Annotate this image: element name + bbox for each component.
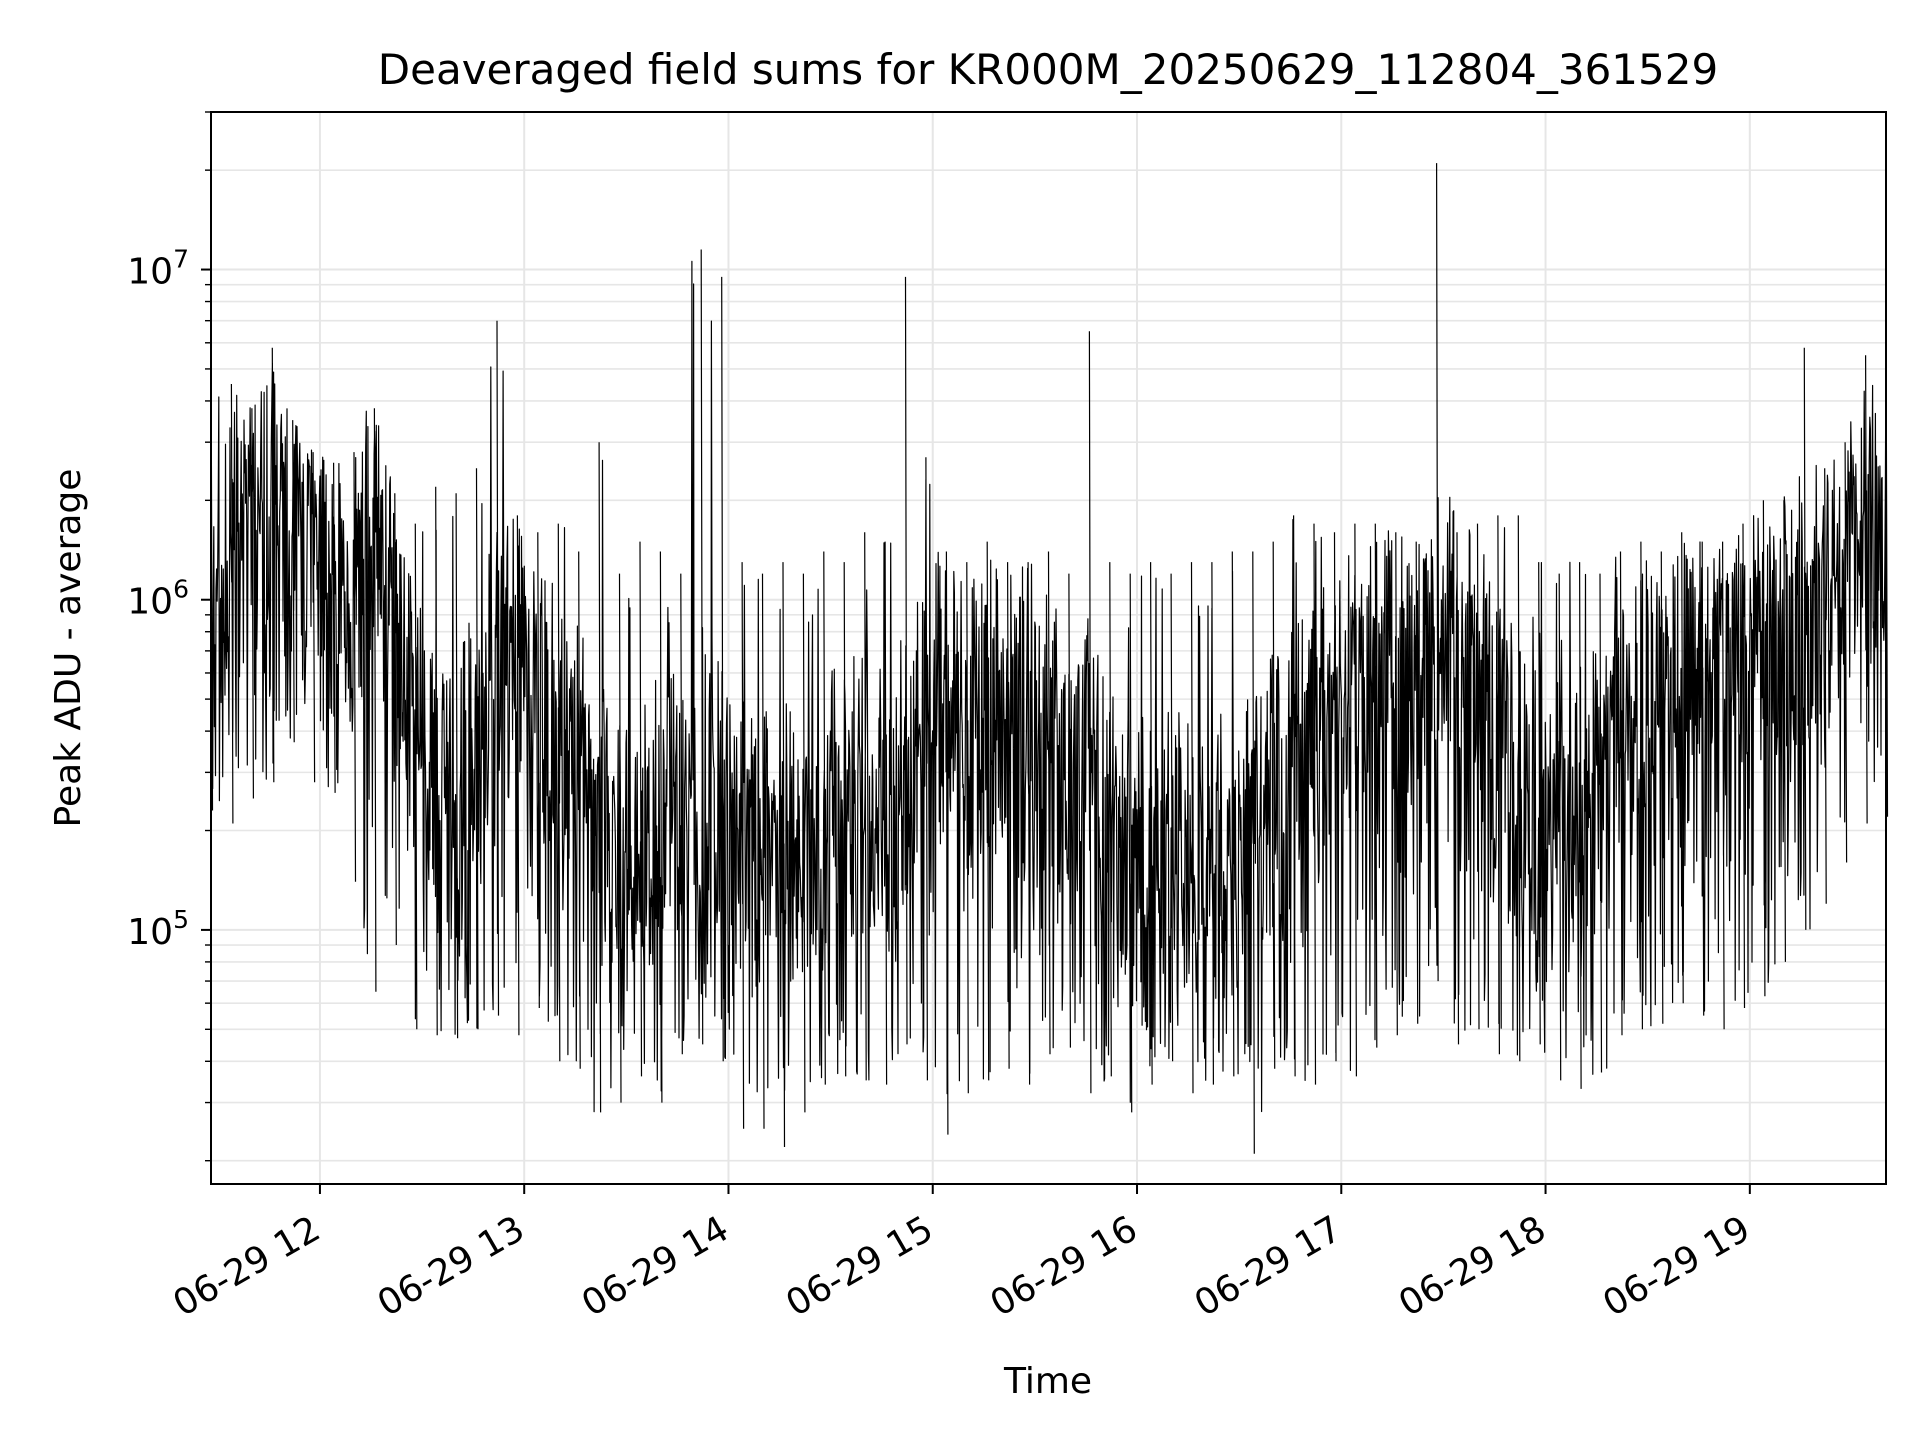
series-layer [210,163,1889,1154]
chart-title: Deaveraged field sums for KR000M_2025062… [378,45,1718,94]
y-tick-label-base: 10 [127,252,173,293]
y-tick-label-base: 10 [127,912,173,953]
y-tick-label: 105 [127,905,189,953]
y-tick-label-exponent: 7 [173,245,189,274]
y-tick-label: 107 [127,245,189,293]
y-tick-label-base: 10 [127,582,173,623]
plot-frame [210,111,1887,1185]
y-tick-label-exponent: 6 [173,575,189,604]
y-axis-label: Peak ADU - average [48,469,89,828]
series-line [210,163,1889,1154]
y-tick-label-exponent: 5 [173,905,189,934]
y-tick-label: 106 [127,575,189,623]
x-axis-label: Time [1003,1361,1092,1402]
